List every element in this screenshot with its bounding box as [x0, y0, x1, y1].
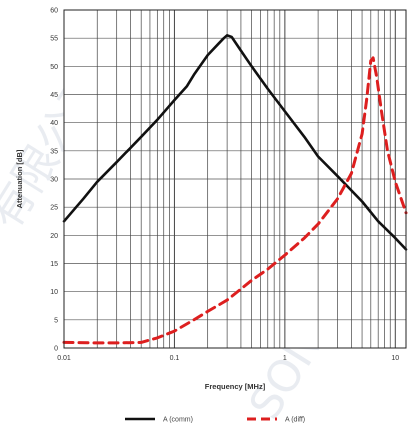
y-tick-label: 60 — [50, 8, 58, 15]
legend: A (comm) A (diff) — [125, 417, 305, 424]
y-axis-label: Attenuation [dB] — [15, 149, 24, 208]
series-line-2 — [62, 56, 408, 345]
series-layer — [62, 34, 408, 345]
y-tick-label: 10 — [50, 289, 58, 296]
y-tick-label: 15 — [50, 261, 58, 268]
x-tick-label: 0.1 — [170, 355, 180, 362]
y-axis-ticks: 0 5 10 15 20 25 30 35 40 45 50 55 60 — [50, 8, 58, 353]
x-axis-label: Frequency [MHz] — [205, 382, 266, 391]
x-tick-label: 0.01 — [57, 355, 71, 362]
x-tick-label: 1 — [283, 355, 287, 362]
legend-label-2: A (diff) — [285, 417, 305, 424]
y-tick-label: 5 — [54, 317, 58, 324]
y-tick-label: 35 — [50, 148, 58, 155]
plot-frame — [63, 9, 407, 349]
legend-label-1: A (comm) — [163, 417, 193, 424]
x-axis-ticks: 0.01 0.1 1 10 — [57, 355, 399, 362]
y-tick-label: 55 — [50, 36, 58, 43]
y-tick-label: 40 — [50, 120, 58, 127]
series-line-1 — [62, 34, 408, 251]
y-tick-label: 0 — [54, 346, 58, 353]
x-tick-label: 10 — [391, 355, 399, 362]
y-tick-label: 50 — [50, 64, 58, 71]
y-tick-label: 45 — [50, 92, 58, 99]
y-tick-label: 30 — [50, 177, 58, 184]
y-tick-label: 20 — [50, 233, 58, 240]
y-tick-label: 25 — [50, 205, 58, 212]
